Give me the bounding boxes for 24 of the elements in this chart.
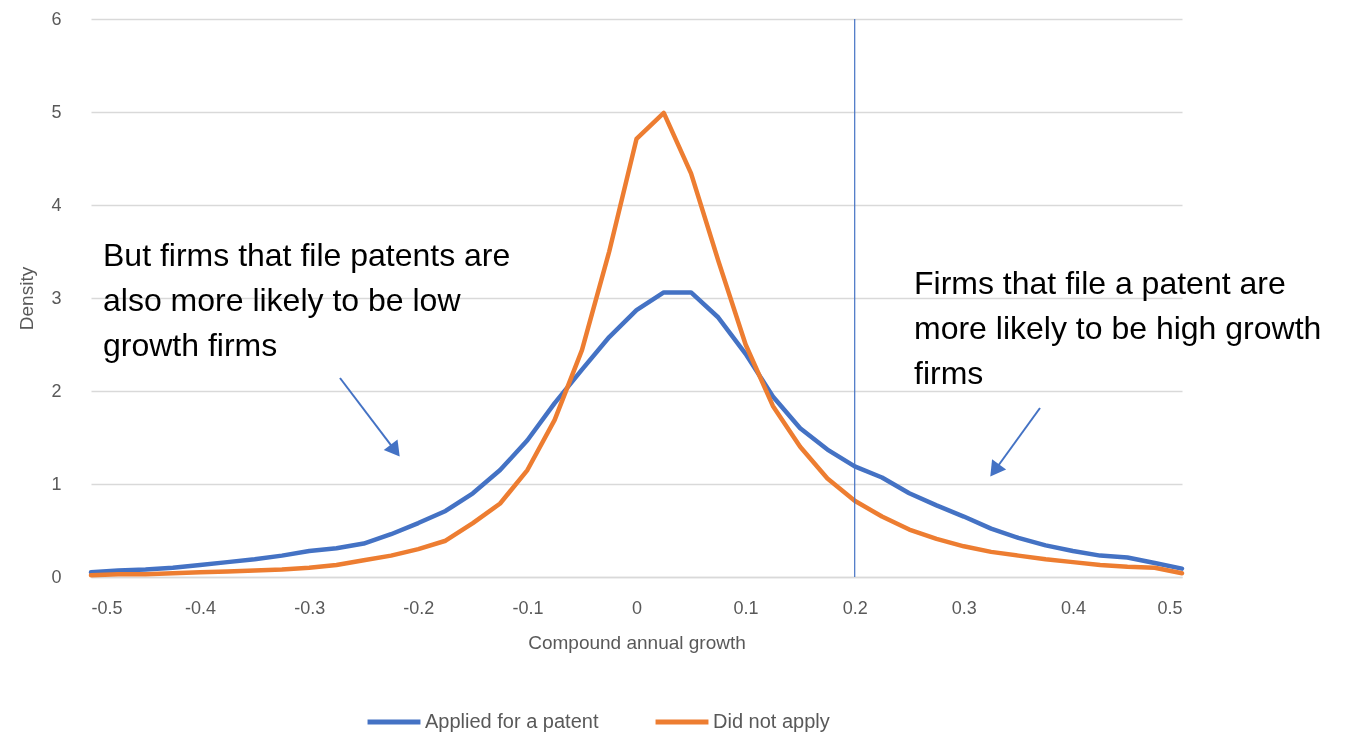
x-tick-label: 0.5 [1157, 597, 1183, 618]
x-tick-label: -0.2 [403, 597, 435, 618]
legend-label: Did not apply [713, 710, 830, 732]
y-axis-title: Density [16, 266, 38, 331]
legend-label: Applied for a patent [425, 710, 599, 732]
y-tick-label: 1 [51, 473, 62, 494]
x-tick-label: 0.1 [733, 597, 759, 618]
y-tick-label: 4 [51, 194, 62, 215]
y-tick-label: 2 [51, 380, 62, 401]
x-axis-title: Compound annual growth [528, 631, 746, 653]
y-tick-label: 5 [51, 101, 62, 122]
x-tick-label: -0.4 [185, 597, 217, 618]
x-tick-label: -0.1 [512, 597, 544, 618]
x-tick-label: 0.3 [951, 597, 977, 618]
y-tick-label: 6 [51, 8, 62, 29]
y-tick-label: 3 [51, 287, 62, 308]
annotation: But firms that file patents are also more likely to be low growth firms [103, 237, 511, 363]
annotation: Firms that file a patent are more likely to be high growth firms [914, 265, 1322, 391]
y-tick-label: 0 [51, 566, 62, 587]
x-tick-label: 0.2 [842, 597, 868, 618]
x-tick-label: 0 [631, 597, 643, 618]
x-tick-label: -0.5 [91, 597, 123, 618]
x-tick-label: -0.3 [294, 597, 326, 618]
x-tick-label: 0.4 [1060, 597, 1086, 618]
